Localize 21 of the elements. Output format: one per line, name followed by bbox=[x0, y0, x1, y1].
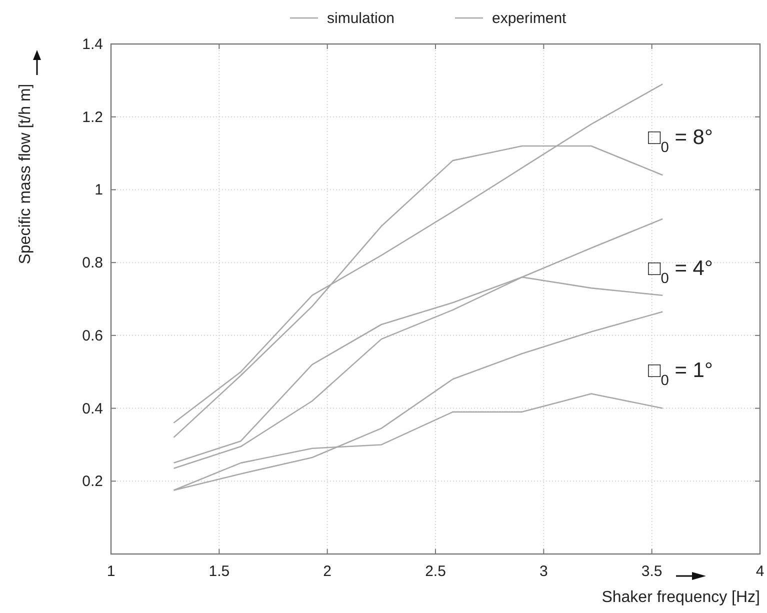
x-tick-label: 3 bbox=[539, 563, 548, 580]
y-tick-label: 1.2 bbox=[82, 108, 103, 126]
y-tick-label: 0.6 bbox=[82, 327, 103, 344]
annotation: □$_{0}$ = 4° bbox=[648, 257, 713, 287]
annotation: □$_{0}$ = 1° bbox=[648, 359, 713, 389]
x-tick-label: 3.5 bbox=[641, 563, 662, 580]
x-tick-label: 1 bbox=[106, 563, 116, 580]
y-tick-label: 0.8 bbox=[82, 254, 103, 272]
x-tick-label: 2 bbox=[323, 563, 332, 580]
y-tick-label: 0.4 bbox=[82, 400, 103, 418]
x-axis-title: Shaker frequency [Hz] bbox=[602, 589, 760, 606]
y-tick-label: 1 bbox=[94, 182, 103, 199]
y-tick-label: 1.4 bbox=[82, 36, 103, 53]
legend-label: simulation bbox=[327, 10, 395, 27]
annotation: □$_{0}$ = 8° bbox=[648, 126, 713, 156]
y-tick-label: 0.2 bbox=[82, 473, 103, 490]
x-tick-label: 4 bbox=[756, 563, 764, 580]
x-tick-label: 1.5 bbox=[208, 563, 230, 580]
y-axis-title: Specific mass flow [t/h m] bbox=[17, 84, 34, 264]
legend-label: experiment bbox=[492, 10, 568, 27]
x-tick-label: 2.5 bbox=[425, 563, 446, 580]
